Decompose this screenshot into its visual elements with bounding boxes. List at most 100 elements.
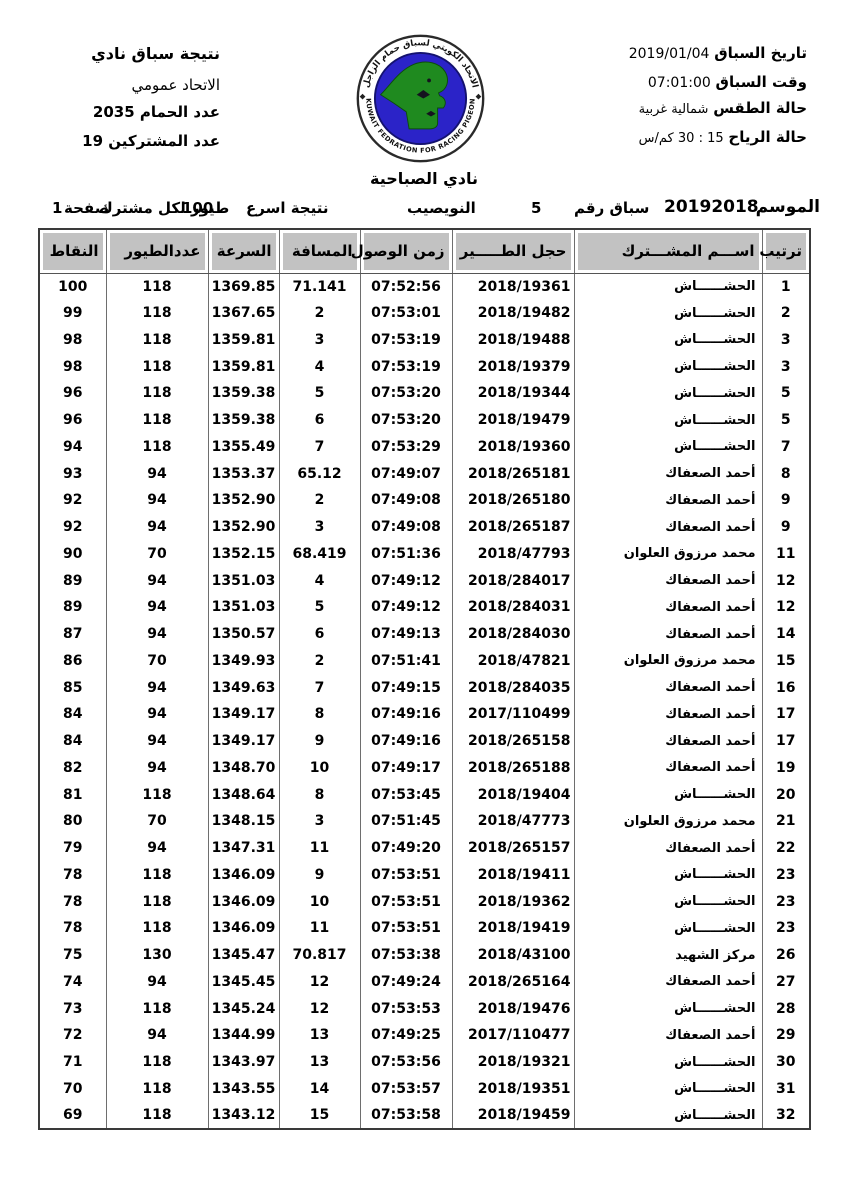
table-row: 7 الحشــــــاش 2018/19360 07:53:29 7 1355.49 1… bbox=[38, 433, 811, 461]
cell-distance: 5 bbox=[278, 380, 361, 407]
cell-ring: 2018/19404 bbox=[451, 781, 575, 808]
cell-birds: 118 bbox=[105, 406, 209, 434]
cell-points: 71 bbox=[38, 1048, 107, 1076]
cell-speed: 1343.12 bbox=[207, 1102, 280, 1129]
cell-ring: 2018/19379 bbox=[451, 353, 575, 380]
cell-points: 96 bbox=[38, 380, 107, 407]
col-header-name: اســـم المشـــترك bbox=[573, 229, 763, 274]
per-participant-label: طيور لكل مشترك bbox=[99, 199, 230, 217]
cell-rank: 11 bbox=[761, 540, 811, 568]
table-row: 29 أحمد الصعفاك 2017/110477 07:49:25 13 1344.… bbox=[38, 1022, 811, 1049]
cell-speed: 1367.65 bbox=[207, 299, 280, 327]
table-row: 28 الحشــــــاش 2018/19476 07:53:53 12 1345.2… bbox=[38, 995, 811, 1022]
cell-birds: 94 bbox=[105, 701, 209, 728]
cell-time: 07:49:12 bbox=[359, 567, 453, 594]
cell-birds: 118 bbox=[105, 433, 209, 461]
cell-time: 07:49:07 bbox=[359, 460, 453, 487]
table-row: 5 الحشــــــاش 2018/19479 07:53:20 6 1359.38 1… bbox=[38, 406, 811, 434]
cell-ring: 2018/284030 bbox=[451, 620, 575, 648]
cell-points: 82 bbox=[38, 754, 107, 782]
cell-ring: 2018/265187 bbox=[451, 513, 575, 541]
cell-speed: 1351.03 bbox=[207, 567, 280, 594]
table-row: 20 الحشــــــاش 2018/19404 07:53:45 8 1348.64… bbox=[38, 781, 811, 808]
cell-distance: 8 bbox=[278, 701, 361, 728]
cell-birds: 94 bbox=[105, 594, 209, 621]
cell-birds: 118 bbox=[105, 781, 209, 808]
cell-time: 07:53:19 bbox=[359, 326, 453, 354]
cell-birds: 94 bbox=[105, 727, 209, 755]
cell-birds: 118 bbox=[105, 915, 209, 942]
cell-speed: 1352.90 bbox=[207, 513, 280, 541]
cell-name: أحمد الصعفاك bbox=[573, 620, 763, 648]
cell-birds: 94 bbox=[105, 487, 209, 514]
cell-speed: 1346.09 bbox=[207, 861, 280, 889]
table-row: 26 مركز الشهيد 2018/43100 07:53:38 70.817 134… bbox=[38, 941, 811, 969]
cell-rank: 27 bbox=[761, 968, 811, 996]
table-row: 23 الحشــــــاش 2018/19362 07:53:51 10 1346.0… bbox=[38, 888, 811, 915]
cell-points: 80 bbox=[38, 808, 107, 835]
cell-rank: 2 bbox=[761, 299, 811, 327]
table-row: 2 الحشــــــاش 2018/19482 07:53:01 2 1367.65 1… bbox=[38, 299, 811, 327]
results-table: ترتيب اســـم المشـــترك حجل الطـــــير زمن … bbox=[38, 228, 811, 1130]
cell-birds: 118 bbox=[105, 1048, 209, 1076]
cell-time: 07:53:53 bbox=[359, 995, 453, 1022]
cell-distance: 13 bbox=[278, 1048, 361, 1076]
cell-ring: 2018/19321 bbox=[451, 1048, 575, 1076]
cell-rank: 32 bbox=[761, 1102, 811, 1129]
cell-points: 79 bbox=[38, 834, 107, 862]
cell-time: 07:53:01 bbox=[359, 299, 453, 327]
cell-ring: 2018/19344 bbox=[451, 380, 575, 407]
cell-distance: 3 bbox=[278, 326, 361, 354]
cell-distance: 10 bbox=[278, 888, 361, 915]
cell-points: 96 bbox=[38, 406, 107, 434]
participant-count-value: 19 bbox=[82, 132, 104, 150]
cell-birds: 94 bbox=[105, 567, 209, 594]
meta-left-block: نتيجة سباق نادي الاتحاد عمومي عدد الحمام… bbox=[18, 44, 220, 150]
cell-name: أحمد الصعفاك bbox=[573, 754, 763, 782]
cell-time: 07:53:29 bbox=[359, 433, 453, 461]
cell-points: 89 bbox=[38, 594, 107, 621]
cell-time: 07:53:51 bbox=[359, 888, 453, 915]
cell-speed: 1359.81 bbox=[207, 353, 280, 380]
cell-distance: 12 bbox=[278, 968, 361, 996]
cell-birds: 118 bbox=[105, 380, 209, 407]
cell-ring: 2018/19488 bbox=[451, 326, 575, 354]
cell-speed: 1352.90 bbox=[207, 487, 280, 514]
cell-birds: 94 bbox=[105, 968, 209, 996]
meta-right-block: تاريخ السباق 2019/01/04 وقت السباق 07:01… bbox=[557, 44, 807, 157]
cell-birds: 94 bbox=[105, 513, 209, 541]
cell-speed: 1345.24 bbox=[207, 995, 280, 1022]
col-header-points: النقاط bbox=[38, 229, 107, 274]
col-header-ring: حجل الطـــــير bbox=[451, 229, 575, 274]
cell-distance: 3 bbox=[278, 513, 361, 541]
race-time-line: وقت السباق 07:01:00 bbox=[557, 73, 807, 91]
cell-name: الحشــــــاش bbox=[573, 406, 763, 434]
cell-time: 07:49:17 bbox=[359, 754, 453, 782]
cell-time: 07:49:08 bbox=[359, 513, 453, 541]
cell-time: 07:49:20 bbox=[359, 834, 453, 862]
cell-time: 07:49:24 bbox=[359, 968, 453, 996]
season-label: الموسم bbox=[755, 197, 820, 217]
cell-birds: 94 bbox=[105, 834, 209, 862]
table-row: 12 أحمد الصعفاك 2018/284017 07:49:12 4 1351.0… bbox=[38, 567, 811, 594]
cell-birds: 70 bbox=[105, 647, 209, 675]
table-row: 31 الحشــــــاش 2018/19351 07:53:57 14 1343.5… bbox=[38, 1075, 811, 1103]
table-header-row: ترتيب اســـم المشـــترك حجل الطـــــير زمن … bbox=[38, 229, 811, 274]
table-row: 5 الحشــــــاش 2018/19344 07:53:20 5 1359.38 1… bbox=[38, 380, 811, 407]
cell-points: 78 bbox=[38, 888, 107, 915]
cell-time: 07:51:41 bbox=[359, 647, 453, 675]
cell-birds: 118 bbox=[105, 326, 209, 354]
cell-time: 07:49:16 bbox=[359, 727, 453, 755]
cell-distance: 68.419 bbox=[278, 540, 361, 568]
season-line: الموسم 20192018 سباق رقم 5 النويصيب نتيج… bbox=[0, 197, 848, 223]
cell-ring: 2018/284031 bbox=[451, 594, 575, 621]
cell-rank: 14 bbox=[761, 620, 811, 648]
cell-speed: 1351.03 bbox=[207, 594, 280, 621]
cell-distance: 5 bbox=[278, 594, 361, 621]
cell-distance: 71.141 bbox=[278, 273, 361, 300]
cell-rank: 7 bbox=[761, 433, 811, 461]
cell-rank: 19 bbox=[761, 754, 811, 782]
cell-name: محمد مرزوق العلوان bbox=[573, 647, 763, 675]
participant-count-line: عدد المشتركين 19 bbox=[18, 132, 220, 150]
cell-birds: 118 bbox=[105, 299, 209, 327]
